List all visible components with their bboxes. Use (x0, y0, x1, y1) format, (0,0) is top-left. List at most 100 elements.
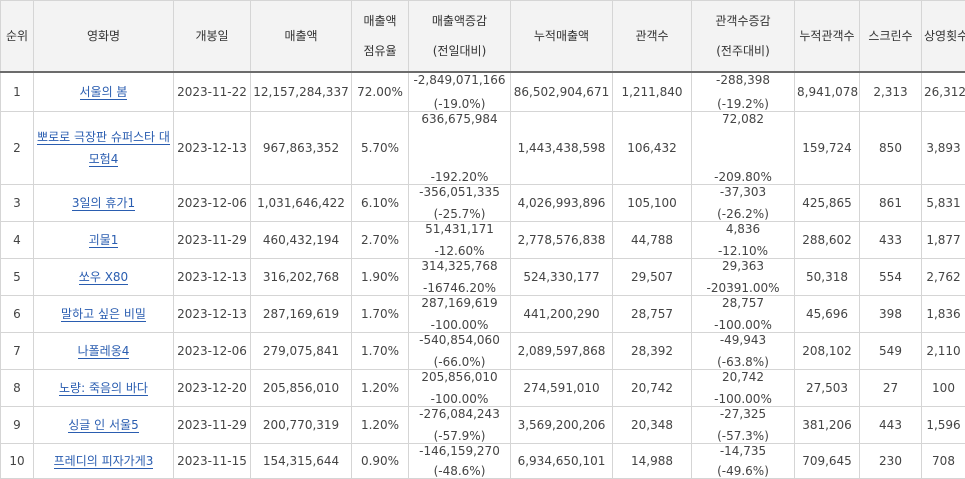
audience-cell: 44,788 (612, 221, 692, 259)
movie-title-link[interactable]: 말하고 싶은 비밀 (61, 307, 146, 322)
audience-delta-value: -37,303 (719, 185, 767, 200)
sales-delta-cell: 314,325,768 -16746.20% (408, 258, 511, 296)
movie-title-link[interactable]: 노량: 죽음의 바다 (59, 381, 148, 396)
audience-delta-value: -14,735 (719, 444, 767, 459)
title-cell: 노량: 죽음의 바다 (33, 369, 174, 407)
movie-title-link[interactable]: 나폴레옹4 (77, 344, 130, 359)
title-cell: 쏘우 X80 (33, 258, 174, 296)
share-cell: 72.00% (351, 71, 409, 112)
share-cell: 1.20% (351, 369, 409, 407)
movie-title-link[interactable]: 3일의 휴가1 (71, 196, 136, 211)
rank-cell: 1 (0, 71, 34, 112)
movie-title-link[interactable]: 프레디의 피자가게3 (53, 454, 154, 469)
cum-audience-cell: 50,318 (794, 258, 860, 296)
audience-delta-percent: (-57.3%) (717, 429, 769, 443)
table-row: 9 싱글 인 서울5 2023-11-29 200,770,319 1.20% -276,… (0, 406, 965, 444)
open-date-cell: 2023-12-13 (173, 111, 251, 185)
audience-cell: 1,211,840 (612, 71, 692, 112)
sales-delta-cell: -540,854,060 (-66.0%) (408, 332, 511, 370)
share-cell: 6.10% (351, 184, 409, 222)
sales-delta-value: -540,854,060 (419, 333, 500, 348)
share-cell: 1.70% (351, 332, 409, 370)
sales-delta-percent: (-48.6%) (433, 464, 486, 478)
audience-delta-percent: (-19.2%) (717, 97, 769, 111)
shows-cell: 26,312 (921, 71, 965, 112)
audience-delta-value: -288,398 (716, 73, 770, 87)
audience-delta-value: -49,943 (719, 333, 767, 348)
sales-cell: 967,863,352 (250, 111, 352, 185)
header-rank: 순위 (0, 0, 34, 73)
shows-cell: 708 (921, 443, 965, 479)
open-date-cell: 2023-12-06 (173, 332, 251, 370)
cum-audience-cell: 208,102 (794, 332, 860, 370)
sales-delta-value: -356,051,335 (419, 185, 500, 200)
open-date-cell: 2023-12-06 (173, 184, 251, 222)
rank-cell: 7 (0, 332, 34, 370)
cum-audience-cell: 381,206 (794, 406, 860, 444)
audience-delta-value: 4,836 (725, 222, 761, 237)
cum-sales-cell: 2,089,597,868 (510, 332, 613, 370)
open-date-cell: 2023-12-13 (173, 295, 251, 333)
audience-delta-cell: -27,325 (-57.3%) (691, 406, 795, 444)
title-cell: 서울의 봄 (33, 71, 174, 112)
sales-delta-percent: (-19.0%) (433, 97, 486, 111)
sales-delta-value: 51,431,171 (425, 222, 494, 237)
table-row: 5 쏘우 X80 2023-12-13 316,202,768 1.90% 314,325… (0, 258, 965, 296)
header-cum-audience: 누적관객수 (794, 0, 860, 73)
sales-delta-value: 287,169,619 (421, 296, 498, 311)
shows-cell: 2,762 (921, 258, 965, 296)
cum-sales-cell: 1,443,438,598 (510, 111, 613, 185)
audience-delta-value: 29,363 (722, 259, 764, 274)
movie-title-link[interactable]: 쏘우 X80 (78, 270, 129, 285)
cum-sales-cell: 2,778,576,838 (510, 221, 613, 259)
table-row: 3 3일의 휴가1 2023-12-06 1,031,646,422 6.10% -356… (0, 184, 965, 222)
header-row: 순위 영화명 개봉일 매출액 매출액 점유율 매출액증감 (전일대비) 누적매출액 … (0, 0, 965, 73)
title-cell: 3일의 휴가1 (33, 184, 174, 222)
open-date-cell: 2023-11-29 (173, 221, 251, 259)
audience-cell: 105,100 (612, 184, 692, 222)
screens-cell: 433 (859, 221, 922, 259)
shows-cell: 5,831 (921, 184, 965, 222)
sales-delta-value: 314,325,768 (421, 259, 498, 274)
audience-delta-value: -27,325 (719, 407, 767, 422)
sales-delta-percent: (-57.9%) (433, 429, 486, 443)
audience-delta-percent: -100.00% (714, 392, 772, 406)
sales-delta-percent: (-25.7%) (433, 207, 486, 221)
sales-cell: 205,856,010 (250, 369, 352, 407)
sales-cell: 154,315,644 (250, 443, 352, 479)
sales-delta-cell: 205,856,010 -100.00% (408, 369, 511, 407)
table-row: 7 나폴레옹4 2023-12-06 279,075,841 1.70% -540,854… (0, 332, 965, 370)
title-cell: 프레디의 피자가게3 (33, 443, 174, 479)
sales-delta-percent: -16746.20% (423, 281, 496, 295)
sales-delta-cell: -2,849,071,166 (-19.0%) (408, 71, 511, 112)
share-cell: 5.70% (351, 111, 409, 185)
audience-cell: 14,988 (612, 443, 692, 479)
sales-delta-cell: -356,051,335 (-25.7%) (408, 184, 511, 222)
audience-cell: 20,348 (612, 406, 692, 444)
movie-title-link[interactable]: 서울의 봄 (79, 85, 128, 100)
screens-cell: 549 (859, 332, 922, 370)
screens-cell: 861 (859, 184, 922, 222)
audience-delta-percent: -100.00% (714, 318, 772, 332)
share-cell: 1.70% (351, 295, 409, 333)
audience-cell: 106,432 (612, 111, 692, 185)
screens-cell: 443 (859, 406, 922, 444)
audience-delta-cell: 28,757 -100.00% (691, 295, 795, 333)
cum-sales-cell: 524,330,177 (510, 258, 613, 296)
header-sales: 매출액 (250, 0, 352, 73)
table-row: 10 프레디의 피자가게3 2023-11-15 154,315,644 0.90% -1… (0, 443, 965, 479)
table-row: 4 괴물1 2023-11-29 460,432,194 2.70% 51,431,171… (0, 221, 965, 259)
audience-delta-percent: (-26.2%) (717, 207, 769, 221)
header-title: 영화명 (33, 0, 174, 73)
sales-delta-value: 205,856,010 (421, 370, 498, 385)
movie-title-link[interactable]: 싱글 인 서울5 (68, 418, 139, 433)
sales-cell: 279,075,841 (250, 332, 352, 370)
sales-delta-cell: 287,169,619 -100.00% (408, 295, 511, 333)
sales-cell: 316,202,768 (250, 258, 352, 296)
movie-title-link[interactable]: 뽀로로 극장판 슈퍼스타 대모험4 (37, 130, 170, 167)
header-cum-sales: 누적매출액 (510, 0, 613, 73)
audience-cell: 28,392 (612, 332, 692, 370)
audience-delta-cell: -37,303 (-26.2%) (691, 184, 795, 222)
movie-title-link[interactable]: 괴물1 (88, 233, 119, 248)
